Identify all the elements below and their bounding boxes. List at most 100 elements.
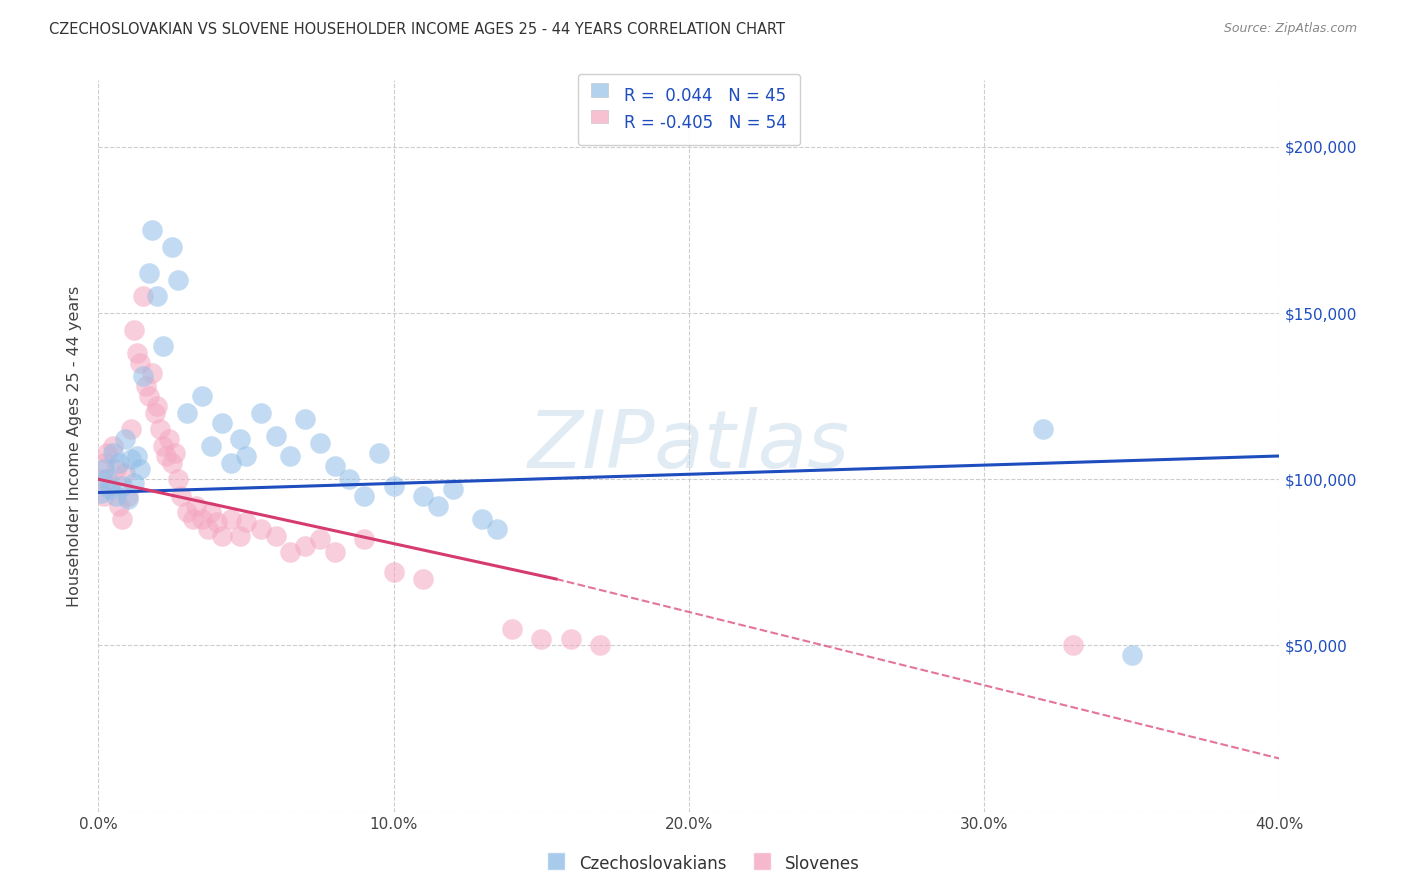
Point xyxy=(211,529,233,543)
Text: CZECHOSLOVAKIAN VS SLOVENE HOUSEHOLDER INCOME AGES 25 - 44 YEARS CORRELATION CHA: CZECHOSLOVAKIAN VS SLOVENE HOUSEHOLDER I… xyxy=(49,22,785,37)
Point xyxy=(205,516,228,530)
Point xyxy=(486,522,509,536)
Point xyxy=(162,456,183,470)
Point xyxy=(191,512,214,526)
Point xyxy=(235,516,257,530)
Point xyxy=(120,422,142,436)
Point xyxy=(165,445,187,459)
Point xyxy=(181,512,204,526)
Point xyxy=(280,545,302,559)
Point xyxy=(1062,639,1084,653)
Point xyxy=(264,529,287,543)
Point xyxy=(146,399,169,413)
Point xyxy=(157,433,180,447)
Point xyxy=(200,439,222,453)
Point xyxy=(162,239,183,253)
Point xyxy=(143,406,166,420)
Text: Source: ZipAtlas.com: Source: ZipAtlas.com xyxy=(1223,22,1357,36)
Point xyxy=(200,506,222,520)
Point xyxy=(235,449,257,463)
Point xyxy=(197,522,219,536)
Point xyxy=(211,416,233,430)
Point xyxy=(280,449,302,463)
Point xyxy=(152,339,174,353)
Point xyxy=(412,572,434,586)
Point xyxy=(176,406,198,420)
Point xyxy=(149,422,172,436)
Point xyxy=(353,532,375,546)
Point xyxy=(1121,648,1143,663)
Text: ZIPatlas: ZIPatlas xyxy=(527,407,851,485)
Point xyxy=(96,472,118,486)
Point xyxy=(96,445,118,459)
Point xyxy=(122,475,145,490)
Point xyxy=(114,466,136,480)
Point xyxy=(170,489,193,503)
Point xyxy=(309,435,332,450)
Point xyxy=(221,512,243,526)
Legend: Czechoslovakians, Slovenes: Czechoslovakians, Slovenes xyxy=(540,847,866,880)
Point xyxy=(382,479,405,493)
Point xyxy=(132,289,155,303)
Point xyxy=(560,632,582,646)
Point xyxy=(103,439,125,453)
Point xyxy=(90,472,112,486)
Point xyxy=(105,489,128,503)
Point xyxy=(167,273,190,287)
Point xyxy=(146,289,169,303)
Point xyxy=(125,449,148,463)
Point xyxy=(589,639,612,653)
Point xyxy=(1032,422,1054,436)
Point xyxy=(93,489,115,503)
Point xyxy=(323,458,346,473)
Point xyxy=(117,492,139,507)
Point xyxy=(176,506,198,520)
Point xyxy=(264,429,287,443)
Point xyxy=(132,369,155,384)
Point xyxy=(412,489,434,503)
Point xyxy=(98,482,121,496)
Point xyxy=(323,545,346,559)
Point xyxy=(221,456,243,470)
Point xyxy=(105,462,128,476)
Point xyxy=(152,439,174,453)
Point xyxy=(138,389,160,403)
Point xyxy=(108,499,131,513)
Point xyxy=(120,452,142,467)
Point xyxy=(128,462,150,476)
Point xyxy=(111,479,134,493)
Point xyxy=(368,445,391,459)
Point xyxy=(191,389,214,403)
Point xyxy=(138,266,160,280)
Point xyxy=(155,449,177,463)
Point xyxy=(229,433,252,447)
Point xyxy=(125,346,148,360)
Point xyxy=(294,539,316,553)
Point xyxy=(167,472,190,486)
Point xyxy=(530,632,553,646)
Point xyxy=(427,499,450,513)
Point xyxy=(441,482,464,496)
Point xyxy=(339,472,361,486)
Point xyxy=(135,379,157,393)
Point xyxy=(184,499,207,513)
Point xyxy=(353,489,375,503)
Point xyxy=(93,456,115,470)
Point xyxy=(229,529,252,543)
Point xyxy=(111,512,134,526)
Point xyxy=(141,366,163,380)
Point xyxy=(382,566,405,580)
Point xyxy=(117,489,139,503)
Point xyxy=(122,323,145,337)
Point xyxy=(294,412,316,426)
Y-axis label: Householder Income Ages 25 - 44 years: Householder Income Ages 25 - 44 years xyxy=(66,285,82,607)
Point xyxy=(103,445,125,459)
Point xyxy=(93,462,115,476)
Point xyxy=(250,406,273,420)
Point xyxy=(98,479,121,493)
Point xyxy=(250,522,273,536)
Point xyxy=(90,485,112,500)
Point xyxy=(141,223,163,237)
Point xyxy=(128,356,150,370)
Legend: R =  0.044   N = 45, R = -0.405   N = 54: R = 0.044 N = 45, R = -0.405 N = 54 xyxy=(578,74,800,145)
